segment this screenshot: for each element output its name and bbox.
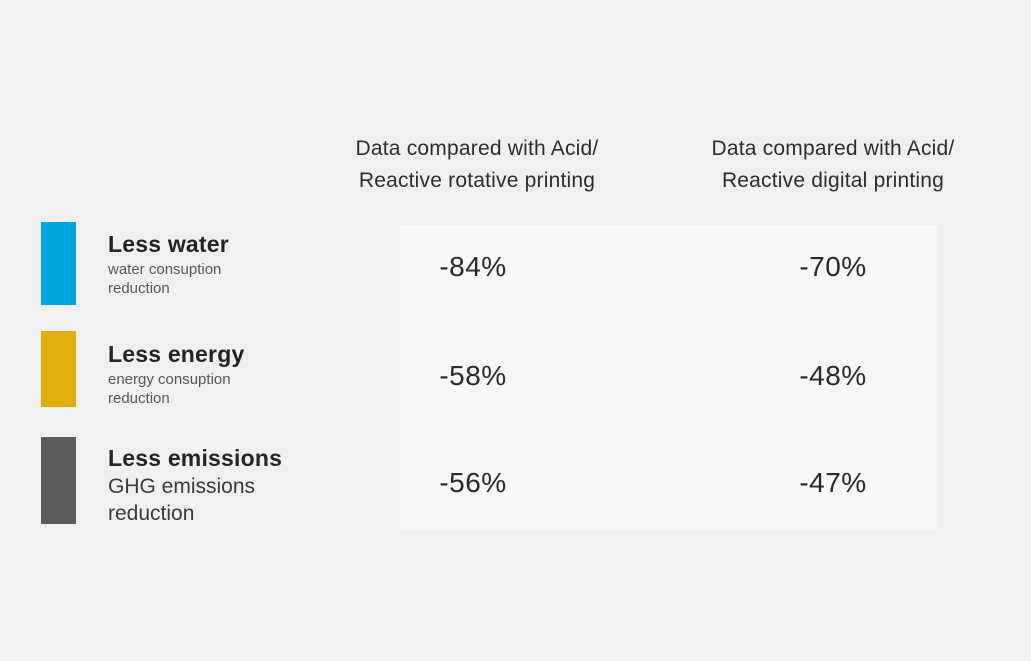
- energy-color-bar: [41, 331, 76, 407]
- water-color-bar: [41, 222, 76, 305]
- column-header-rotative: Data compared with Acid/ Reactive rotati…: [355, 137, 599, 192]
- row-subtitle-energy: energy consuption reduction: [108, 371, 231, 407]
- row-subtitle-emissions: GHG emissions reduction: [108, 475, 256, 525]
- row-title-emissions: Less emissions: [108, 445, 283, 471]
- row-title-water: Less water: [108, 231, 229, 257]
- row-subtitle-water: water consuption reduction: [108, 261, 222, 297]
- value-water-digital: -70%: [799, 251, 867, 282]
- row-label-emissions: Less emissions GHG emissions reduction: [108, 445, 338, 527]
- value-energy-digital: -48%: [799, 360, 867, 391]
- values-panel: [400, 225, 937, 530]
- row-label-water: Less water water consuption reduction: [108, 231, 338, 298]
- value-water-rotative: -84%: [439, 251, 507, 282]
- value-emissions-rotative: -56%: [439, 467, 507, 498]
- value-emissions-digital: -47%: [799, 467, 867, 498]
- row-title-energy: Less energy: [108, 341, 245, 367]
- value-energy-rotative: -58%: [439, 360, 507, 391]
- row-label-energy: Less energy energy consuption reduction: [108, 341, 338, 408]
- emissions-color-bar: [41, 437, 76, 524]
- column-header-digital: Data compared with Acid/ Reactive digita…: [711, 137, 955, 192]
